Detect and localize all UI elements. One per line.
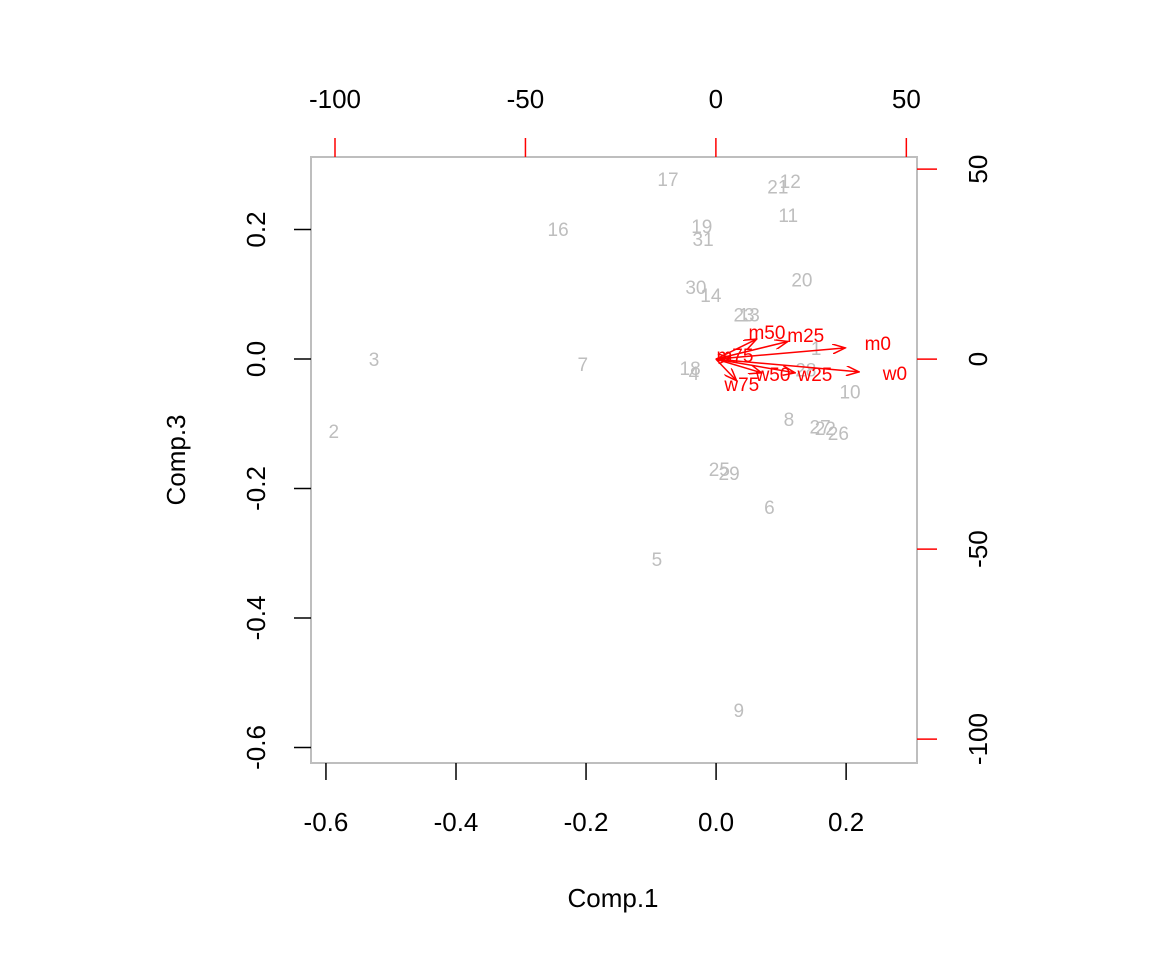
y2-tick-label: 0 <box>963 352 993 366</box>
score-point: 17 <box>657 170 678 191</box>
score-point: 13 <box>739 305 760 326</box>
score-point: 25 <box>709 460 730 481</box>
score-point: 9 <box>734 701 745 722</box>
score-point: 26 <box>828 424 849 445</box>
plot-frame <box>310 156 918 764</box>
loading-arrow <box>715 358 737 381</box>
score-point: 2 <box>328 422 339 443</box>
score-point: 30 <box>685 278 706 299</box>
x-tick-label: -0.4 <box>434 807 479 837</box>
y-axis-title: Comp.3 <box>161 414 191 505</box>
score-point: 31 <box>693 230 714 251</box>
loading-label: w75 <box>723 375 759 396</box>
x2-tick-label: 50 <box>892 84 921 114</box>
score-point: 14 <box>700 286 722 307</box>
score-point: 18 <box>680 359 701 380</box>
x-tick-label: -0.6 <box>304 807 349 837</box>
score-point: 4 <box>689 364 700 385</box>
loading-label: m25 <box>787 326 824 347</box>
x-tick-label: 0.0 <box>698 807 734 837</box>
x2-tick-label: -50 <box>507 84 545 114</box>
score-point: 27 <box>810 417 831 438</box>
score-point: 5 <box>652 550 663 571</box>
loading-label: w50 <box>755 365 791 386</box>
score-point: 10 <box>839 382 860 403</box>
x2-tick-label: -100 <box>309 84 361 114</box>
score-point: 1 <box>811 339 822 360</box>
score-point: 20 <box>791 270 812 291</box>
y2-tick-label: -50 <box>963 530 993 568</box>
loading-arrow <box>715 348 846 360</box>
x-axis-title: Comp.1 <box>567 883 658 913</box>
score-point: 11 <box>778 206 798 227</box>
score-point: 3 <box>369 350 380 371</box>
y2-tick-label: 50 <box>963 155 993 184</box>
loading-arrow <box>715 358 731 360</box>
score-point: 7 <box>578 355 589 376</box>
y-tick-label: -0.2 <box>241 466 271 511</box>
loading-label: m0 <box>865 334 891 355</box>
score-point: 8 <box>784 410 795 431</box>
score-point: 21 <box>767 178 788 199</box>
y-tick-label: -0.6 <box>241 725 271 770</box>
score-point: 19 <box>691 217 712 238</box>
score-point: 28 <box>795 360 816 381</box>
score-point: 29 <box>719 464 740 485</box>
x2-tick-label: 0 <box>709 84 723 114</box>
score-point: 12 <box>780 172 801 193</box>
y-tick-label: 0.0 <box>241 341 271 377</box>
y2-tick-label: -100 <box>963 713 993 765</box>
loading-label: m50 <box>748 323 785 344</box>
loading-label: w25 <box>796 365 832 386</box>
loading-label: w0 <box>882 364 907 385</box>
x-tick-label: 0.2 <box>828 807 864 837</box>
score-point: 6 <box>764 498 775 519</box>
y-tick-label: -0.4 <box>241 596 271 641</box>
loading-arrow <box>715 358 859 372</box>
y-tick-label: 0.2 <box>241 211 271 247</box>
score-point: 22 <box>815 419 836 440</box>
score-point: 23 <box>733 305 754 326</box>
x-tick-label: -0.2 <box>564 807 609 837</box>
score-point: 16 <box>548 220 569 241</box>
loading-label: m75 <box>716 346 753 367</box>
